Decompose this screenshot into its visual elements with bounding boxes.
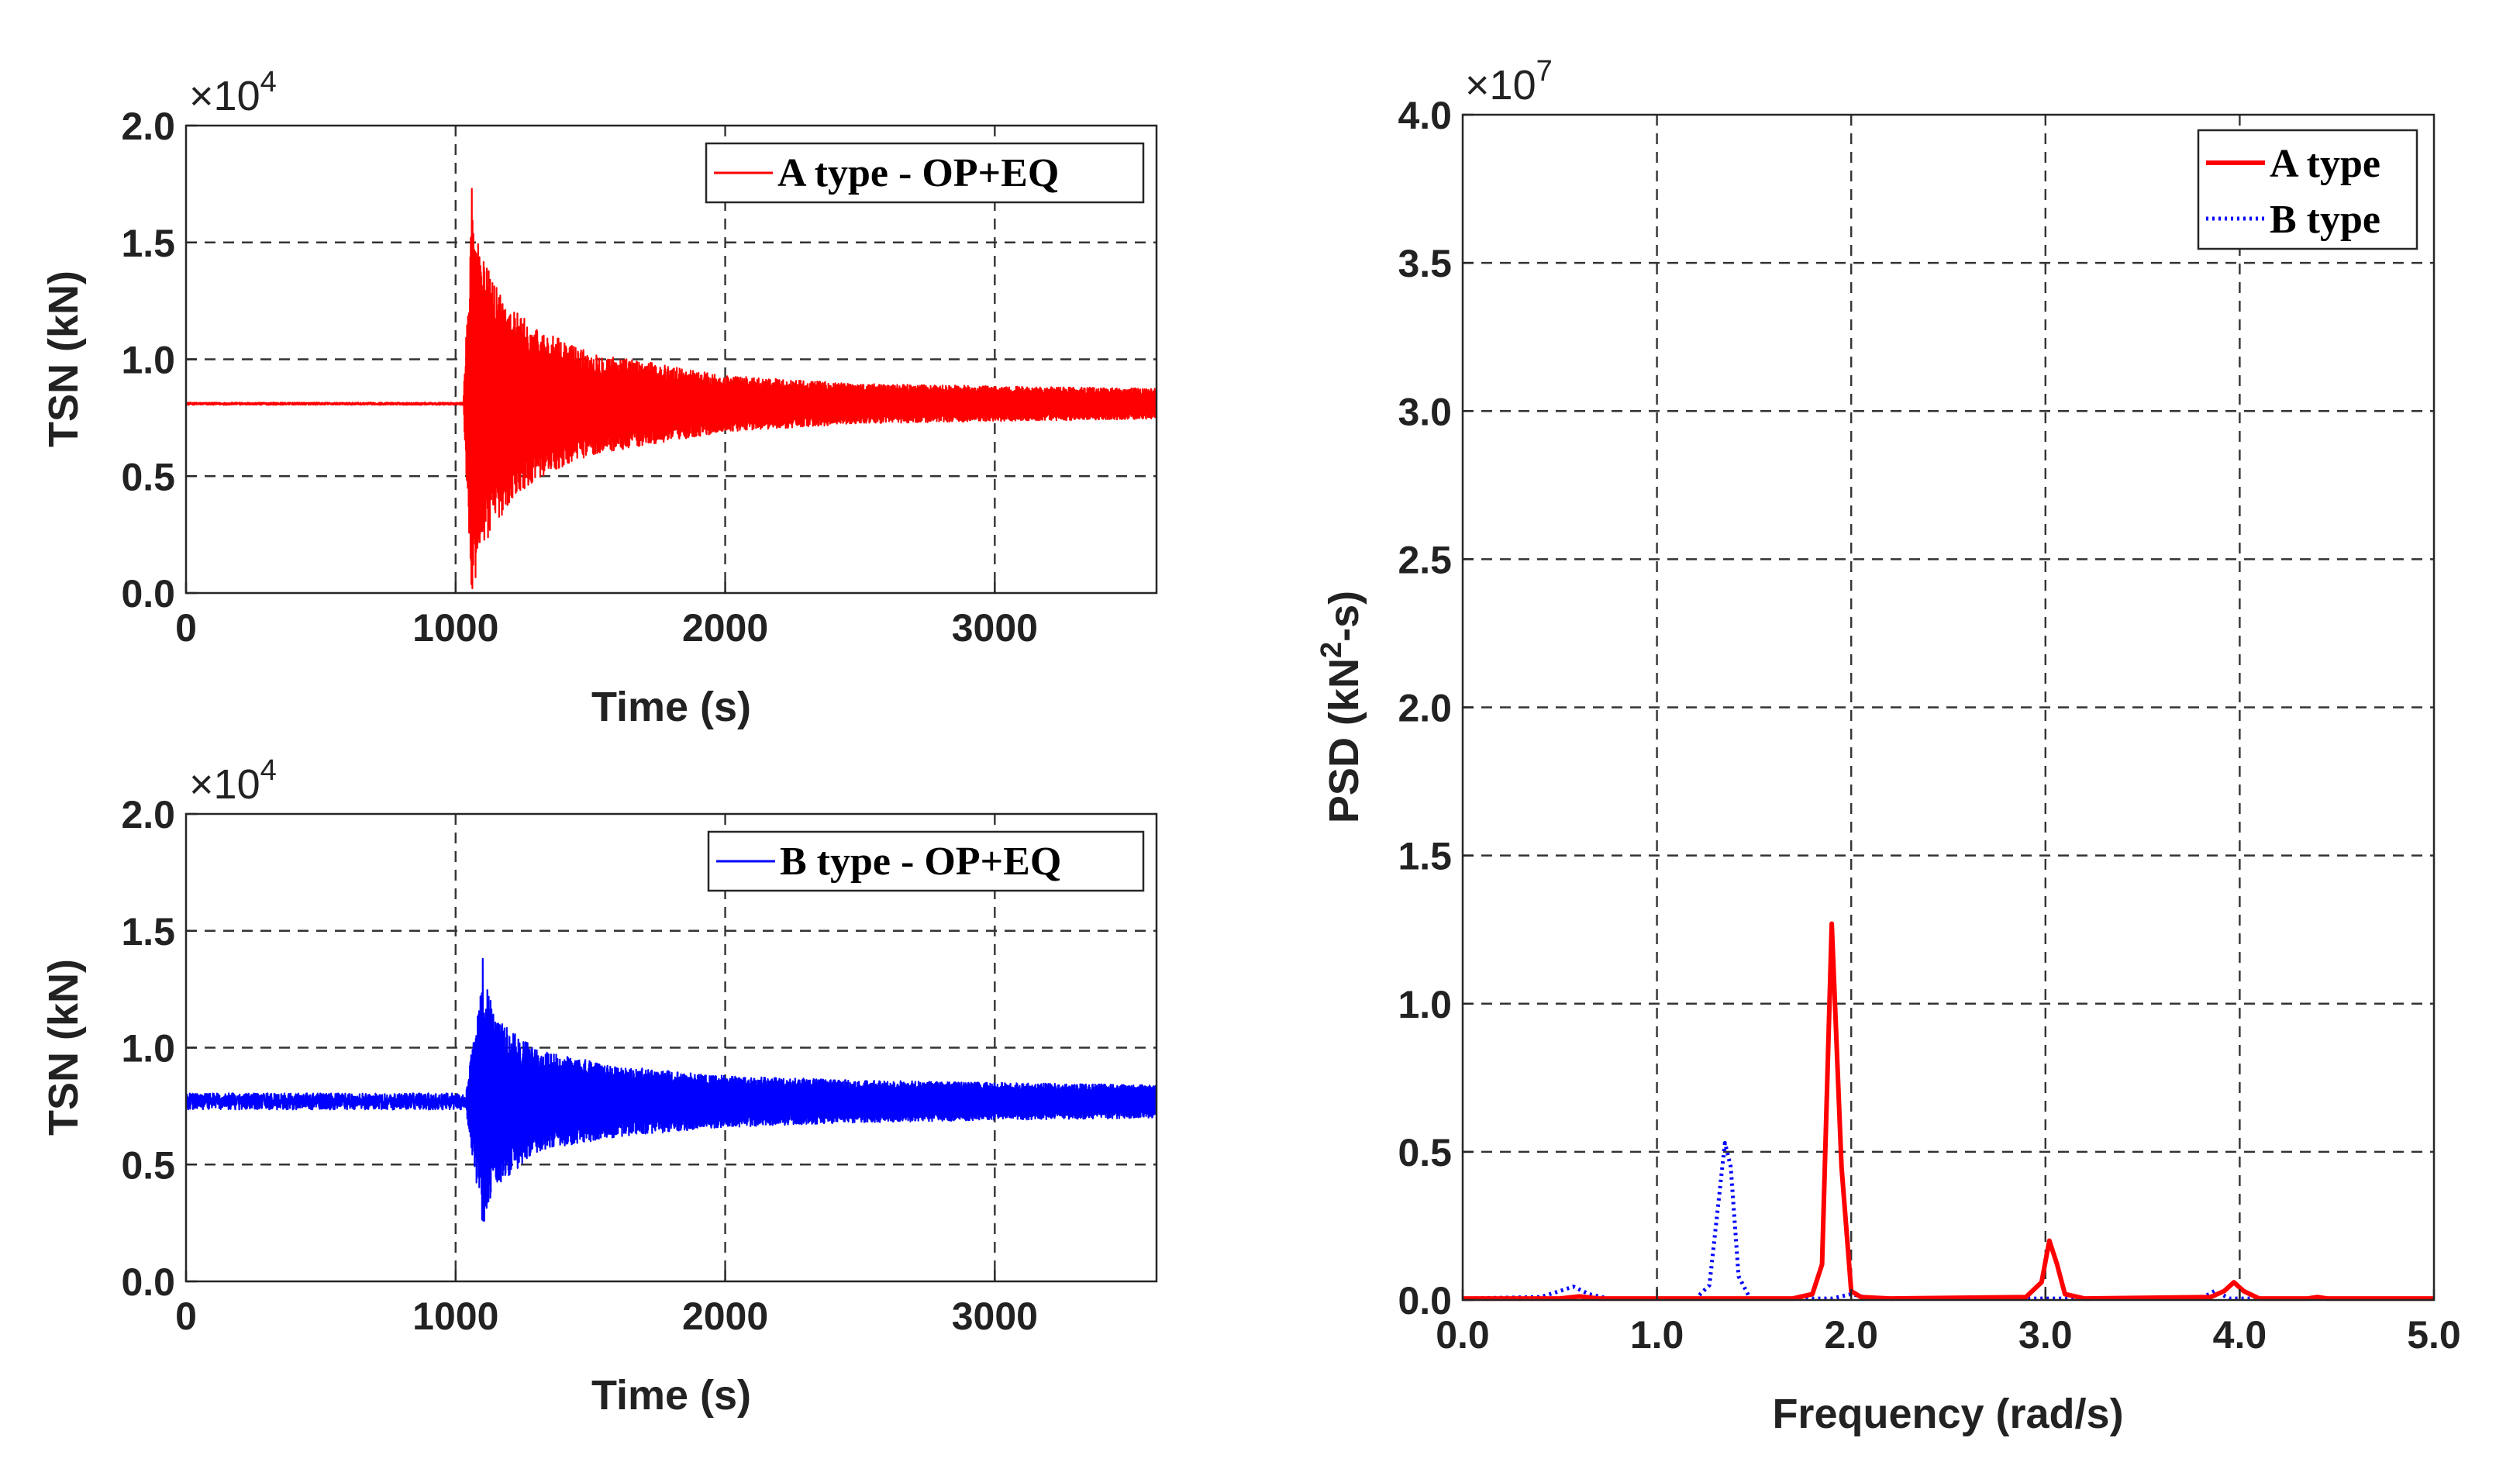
y-exponent-label: ×107 bbox=[1465, 55, 1553, 109]
y-tick-label: 2.0 bbox=[121, 793, 175, 836]
y-tick-label: 2.5 bbox=[1398, 538, 1452, 581]
legend-label-a-type: A type - OP+EQ bbox=[777, 151, 1059, 195]
x-tick-label: 3.0 bbox=[2018, 1313, 2073, 1357]
series-line-b-type-psd bbox=[1462, 1140, 2434, 1301]
x-tick-label: 1000 bbox=[412, 1295, 498, 1338]
y-axis-label: PSD (kN2-s) bbox=[1315, 591, 1367, 823]
x-tick-label: 5.0 bbox=[2407, 1313, 2461, 1357]
x-axis-label: Frequency (rad/s) bbox=[1772, 1391, 2123, 1437]
y-tick-label: 0.0 bbox=[121, 572, 175, 615]
panel-tsn-b: 0 1000 2000 3000 0.0 0.5 1.0 1.5 2.0 ×104 Time (… bbox=[40, 754, 1158, 1419]
y-tick-label: 1.0 bbox=[121, 339, 175, 382]
panel-tsn-a: 0 1000 2000 3000 0.0 0.5 1.0 1.5 2.0 ×104 Time (… bbox=[40, 66, 1158, 730]
y-tick-label: 4.0 bbox=[1398, 94, 1452, 137]
x-tick-label: 4.0 bbox=[2213, 1313, 2267, 1357]
y-tick-label: 3.5 bbox=[1398, 242, 1452, 285]
y-tick-label: 0.0 bbox=[121, 1260, 175, 1304]
panel-psd: 0.0 1.0 2.0 3.0 4.0 5.0 0.0 0.5 1.0 1.5 2.0 2.5 3.0 3… bbox=[1315, 55, 2461, 1437]
x-tick-label: 0 bbox=[175, 606, 197, 650]
x-tick-label: 2000 bbox=[682, 1295, 768, 1338]
y-tick-label: 2.0 bbox=[1398, 687, 1452, 730]
x-tick-label: 3000 bbox=[952, 1295, 1038, 1338]
y-tick-label: 3.0 bbox=[1398, 390, 1452, 433]
x-tick-label: 1.0 bbox=[1630, 1313, 1684, 1357]
axis-ticks: 0 1000 2000 3000 0.0 0.5 1.0 1.5 2.0 bbox=[121, 793, 1037, 1338]
x-tick-label: 3000 bbox=[952, 606, 1038, 650]
y-tick-label: 1.5 bbox=[121, 222, 175, 265]
grid-lines bbox=[1463, 115, 2434, 1300]
y-tick-label: 0.5 bbox=[121, 1143, 175, 1187]
x-tick-label: 0.0 bbox=[1436, 1313, 1490, 1357]
legend-label-b-type: B type - OP+EQ bbox=[780, 840, 1061, 884]
axis-ticks: 0 1000 2000 3000 0.0 0.5 1.0 1.5 2.0 bbox=[121, 105, 1037, 650]
x-tick-label: 1000 bbox=[412, 606, 498, 650]
legend-label-b-type: B type bbox=[2270, 198, 2380, 242]
legend: B type - OP+EQ bbox=[707, 830, 1145, 892]
x-tick-label: 2.0 bbox=[1824, 1313, 1878, 1357]
y-tick-label: 1.5 bbox=[121, 910, 175, 953]
legend-label-a-type: A type bbox=[2270, 142, 2380, 186]
series-line-b-type-time bbox=[184, 957, 1158, 1222]
legend-box bbox=[705, 142, 1145, 204]
y-tick-label: 1.5 bbox=[1398, 835, 1452, 878]
grid-lines bbox=[186, 126, 1157, 593]
y-tick-label: 0.0 bbox=[1398, 1279, 1452, 1322]
grid-lines bbox=[186, 814, 1157, 1281]
y-exponent-label: ×104 bbox=[189, 754, 277, 808]
series-line-a-type-psd bbox=[1463, 921, 2434, 1302]
legend-box bbox=[707, 830, 1145, 892]
y-tick-label: 0.5 bbox=[1398, 1131, 1452, 1174]
x-tick-label: 2000 bbox=[682, 606, 768, 650]
y-tick-label: 0.5 bbox=[121, 455, 175, 498]
y-axis-label: TSN (kN) bbox=[40, 959, 87, 1136]
legend: A type B type bbox=[2197, 129, 2418, 250]
y-tick-label: 2.0 bbox=[121, 105, 175, 148]
y-axis-label: TSN (kN) bbox=[40, 271, 87, 447]
legend: A type - OP+EQ bbox=[705, 142, 1145, 204]
x-axis-label: Time (s) bbox=[591, 1372, 751, 1419]
x-tick-label: 0 bbox=[175, 1295, 197, 1338]
legend-box bbox=[2197, 129, 2418, 250]
series-line-a-type-time bbox=[185, 188, 1158, 590]
x-axis-label: Time (s) bbox=[591, 684, 751, 730]
y-tick-label: 1.0 bbox=[121, 1027, 175, 1071]
y-tick-label: 1.0 bbox=[1398, 983, 1452, 1026]
y-exponent-label: ×104 bbox=[189, 66, 277, 119]
axis-ticks: 0.0 1.0 2.0 3.0 4.0 5.0 0.0 0.5 1.0 1.5 2.0 2.5 3.0 3… bbox=[1398, 94, 2460, 1357]
